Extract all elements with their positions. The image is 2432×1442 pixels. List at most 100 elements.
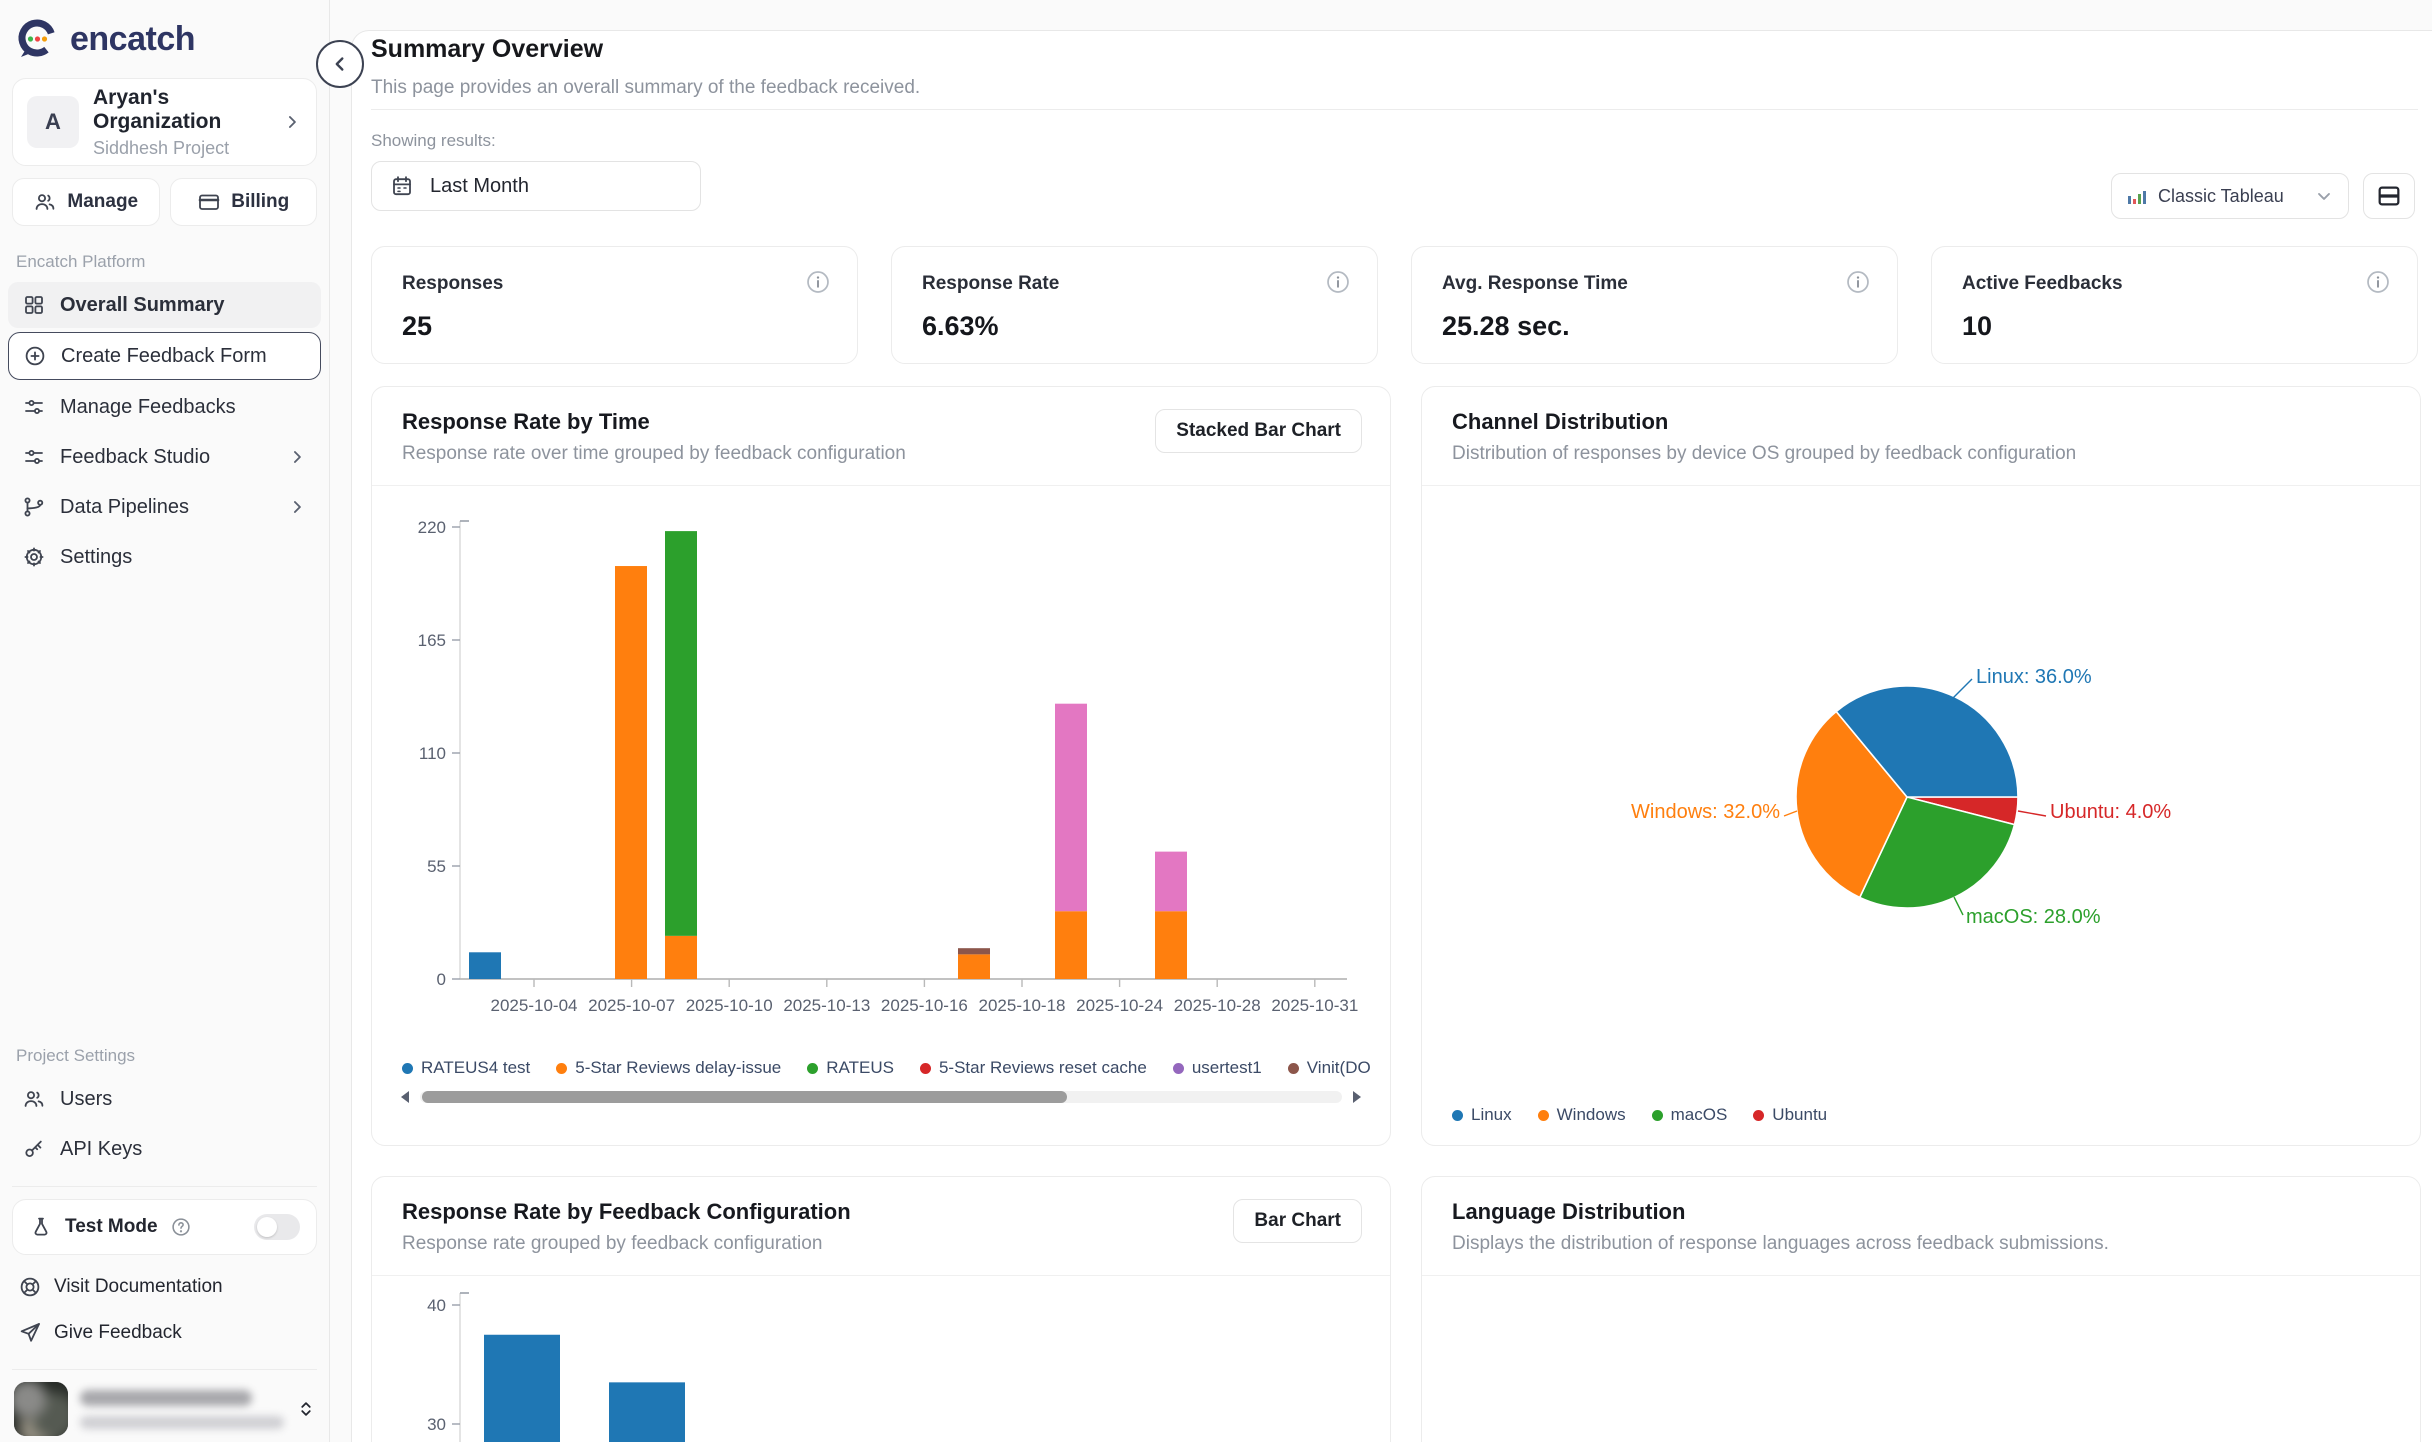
users-icon bbox=[33, 190, 57, 214]
sidebar-item-create-feedback-form[interactable]: Create Feedback Form bbox=[8, 332, 321, 380]
app-logo: encatch bbox=[0, 0, 329, 62]
legend-label: Linux bbox=[1471, 1105, 1512, 1124]
billing-button[interactable]: Billing bbox=[169, 178, 317, 226]
panel-title: Channel Distribution bbox=[1452, 409, 1669, 434]
legend-item-5-star-reviews-reset-cache[interactable]: 5-Star Reviews reset cache bbox=[919, 1058, 1147, 1078]
sidebar-collapse-button[interactable] bbox=[316, 40, 364, 88]
panel-language-distribution: Language Distribution Displays the distr… bbox=[1421, 1176, 2421, 1442]
plus-circle-icon bbox=[23, 344, 47, 368]
manage-button[interactable]: Manage bbox=[12, 178, 160, 226]
legend-label: Vinit(DO N bbox=[1306, 1058, 1374, 1077]
sidebar-item-api-keys[interactable]: API Keys bbox=[8, 1126, 321, 1172]
svg-text:165: 165 bbox=[418, 631, 446, 650]
legend-dot bbox=[402, 1062, 413, 1074]
billing-label: Billing bbox=[231, 191, 290, 212]
toggle-knob bbox=[257, 1217, 277, 1237]
sidebar-actions: Manage Billing bbox=[12, 178, 317, 226]
chart-legend: RATEUS4 test 5-Star Reviews delay-issue RA… bbox=[402, 1055, 1374, 1081]
help-icon[interactable] bbox=[170, 1216, 192, 1238]
chart-type-button[interactable]: Bar Chart bbox=[1233, 1199, 1362, 1243]
stacked-bar-chart: 0 55 110 165 220 2025-10-04 2025-10-07 2025-10-… bbox=[372, 487, 1390, 1047]
date-range-select[interactable]: Last Month bbox=[371, 161, 701, 211]
divider bbox=[12, 1369, 317, 1370]
legend-dot bbox=[1452, 1109, 1463, 1121]
visit-documentation-link[interactable]: Visit Documentation bbox=[8, 1265, 321, 1309]
legend-item-rateus[interactable]: RATEUS bbox=[807, 1058, 894, 1078]
stat-label: Response Rate bbox=[922, 273, 1060, 294]
legend-item-linux[interactable]: Linux bbox=[1452, 1105, 1512, 1125]
legend-item-vinit-do-n[interactable]: Vinit(DO N bbox=[1287, 1058, 1374, 1078]
stat-card-active-feedbacks: Active Feedbacks 10 bbox=[1931, 246, 2418, 364]
sidebar: encatch A Aryan's Organization Siddhesh … bbox=[0, 0, 330, 1442]
chart-scrollbar bbox=[398, 1089, 1364, 1105]
platform-section-label: Encatch Platform bbox=[16, 252, 146, 271]
sidebar-item-overall-summary[interactable]: Overall Summary bbox=[8, 282, 321, 328]
divider bbox=[1422, 1275, 2420, 1276]
panel-subtitle: Response rate over time grouped by feedb… bbox=[402, 443, 906, 464]
panel-response-rate-by-config: Response Rate by Feedback Configuration … bbox=[371, 1176, 1391, 1442]
layout-toggle-button[interactable] bbox=[2363, 173, 2415, 219]
stat-value: 6.63% bbox=[922, 311, 999, 341]
sidebar-item-feedback-studio[interactable]: Feedback Studio bbox=[8, 434, 321, 480]
legend-dot bbox=[556, 1062, 568, 1074]
legend-item-usertest1[interactable]: usertest1 bbox=[1172, 1058, 1262, 1078]
divider bbox=[372, 485, 1390, 486]
lifebuoy-icon bbox=[18, 1275, 42, 1299]
svg-text:110: 110 bbox=[419, 744, 446, 763]
org-project: Siddhesh Project bbox=[93, 137, 230, 158]
svg-text:2025-10-28: 2025-10-28 bbox=[1174, 996, 1261, 1015]
chart-type-button[interactable]: Stacked Bar Chart bbox=[1155, 409, 1362, 453]
panel-title: Response Rate by Time bbox=[402, 409, 650, 434]
legend-dot bbox=[1537, 1109, 1549, 1121]
legend-item-ubuntu[interactable]: Ubuntu bbox=[1753, 1105, 1827, 1125]
legend-item-macos[interactable]: macOS bbox=[1651, 1105, 1727, 1125]
divider bbox=[12, 1186, 317, 1187]
branch-icon bbox=[22, 495, 46, 519]
scrollbar-track[interactable] bbox=[420, 1091, 1342, 1103]
legend-label: 5-Star Reviews reset cache bbox=[938, 1058, 1147, 1077]
legend-dot bbox=[1753, 1109, 1765, 1121]
panel-channel-distribution: Channel Distribution Distribution of res… bbox=[1421, 386, 2421, 1146]
send-icon bbox=[18, 1321, 42, 1345]
scroll-left-arrow[interactable] bbox=[398, 1089, 412, 1105]
info-icon[interactable] bbox=[2365, 269, 2391, 295]
legend-item-windows[interactable]: Windows bbox=[1537, 1105, 1626, 1125]
scrollbar-thumb[interactable] bbox=[422, 1091, 1068, 1103]
chart-legend: Linux Windows macOS Ubuntu bbox=[1452, 1105, 1827, 1125]
sidebar-item-data-pipelines[interactable]: Data Pipelines bbox=[8, 484, 321, 530]
avatar bbox=[14, 1382, 68, 1436]
stat-label: Active Feedbacks bbox=[1962, 273, 2123, 294]
give-feedback-link[interactable]: Give Feedback bbox=[8, 1311, 321, 1355]
organization-switcher[interactable]: A Aryan's Organization Siddhesh Project bbox=[12, 78, 317, 166]
stat-card-response-rate: Response Rate 6.63% bbox=[891, 246, 1378, 364]
org-avatar: A bbox=[27, 96, 79, 148]
legend-dot bbox=[919, 1062, 931, 1074]
legend-label: Ubuntu bbox=[1772, 1105, 1828, 1124]
key-icon bbox=[22, 1137, 46, 1161]
info-icon[interactable] bbox=[1325, 269, 1351, 295]
svg-text:2025-10-07: 2025-10-07 bbox=[588, 996, 675, 1015]
encatch-logo-icon bbox=[14, 16, 60, 62]
svg-text:2025-10-16: 2025-10-16 bbox=[881, 996, 968, 1015]
info-icon[interactable] bbox=[805, 269, 831, 295]
footer-links: Visit Documentation Give Feedback bbox=[0, 1265, 329, 1355]
sidebar-item-manage-feedbacks[interactable]: Manage Feedbacks bbox=[8, 384, 321, 430]
info-icon[interactable] bbox=[1845, 269, 1871, 295]
svg-text:Ubuntu: 4.0%: Ubuntu: 4.0% bbox=[2050, 801, 2171, 823]
scroll-right-arrow[interactable] bbox=[1350, 1089, 1364, 1105]
user-profile[interactable] bbox=[14, 1382, 315, 1436]
divider bbox=[1422, 485, 2420, 486]
panel-subtitle: Response rate grouped by feedback config… bbox=[402, 1233, 823, 1254]
divider bbox=[372, 1275, 1390, 1276]
sidebar-item-users[interactable]: Users bbox=[8, 1076, 321, 1122]
svg-text:0: 0 bbox=[437, 970, 446, 989]
test-mode-toggle[interactable] bbox=[254, 1214, 300, 1240]
sidebar-item-label: Create Feedback Form bbox=[61, 344, 267, 367]
svg-text:40: 40 bbox=[427, 1296, 446, 1315]
sidebar-item-label: Users bbox=[60, 1087, 113, 1110]
legend-label: 5-Star Reviews delay-issue bbox=[575, 1058, 782, 1077]
legend-item-5-star-reviews-delay-issue[interactable]: 5-Star Reviews delay-issue bbox=[556, 1058, 781, 1078]
legend-item-rateus4-test[interactable]: RATEUS4 test bbox=[402, 1058, 530, 1078]
sidebar-item-settings[interactable]: Settings bbox=[8, 534, 321, 580]
chart-theme-select[interactable]: Classic Tableau bbox=[2111, 173, 2349, 219]
